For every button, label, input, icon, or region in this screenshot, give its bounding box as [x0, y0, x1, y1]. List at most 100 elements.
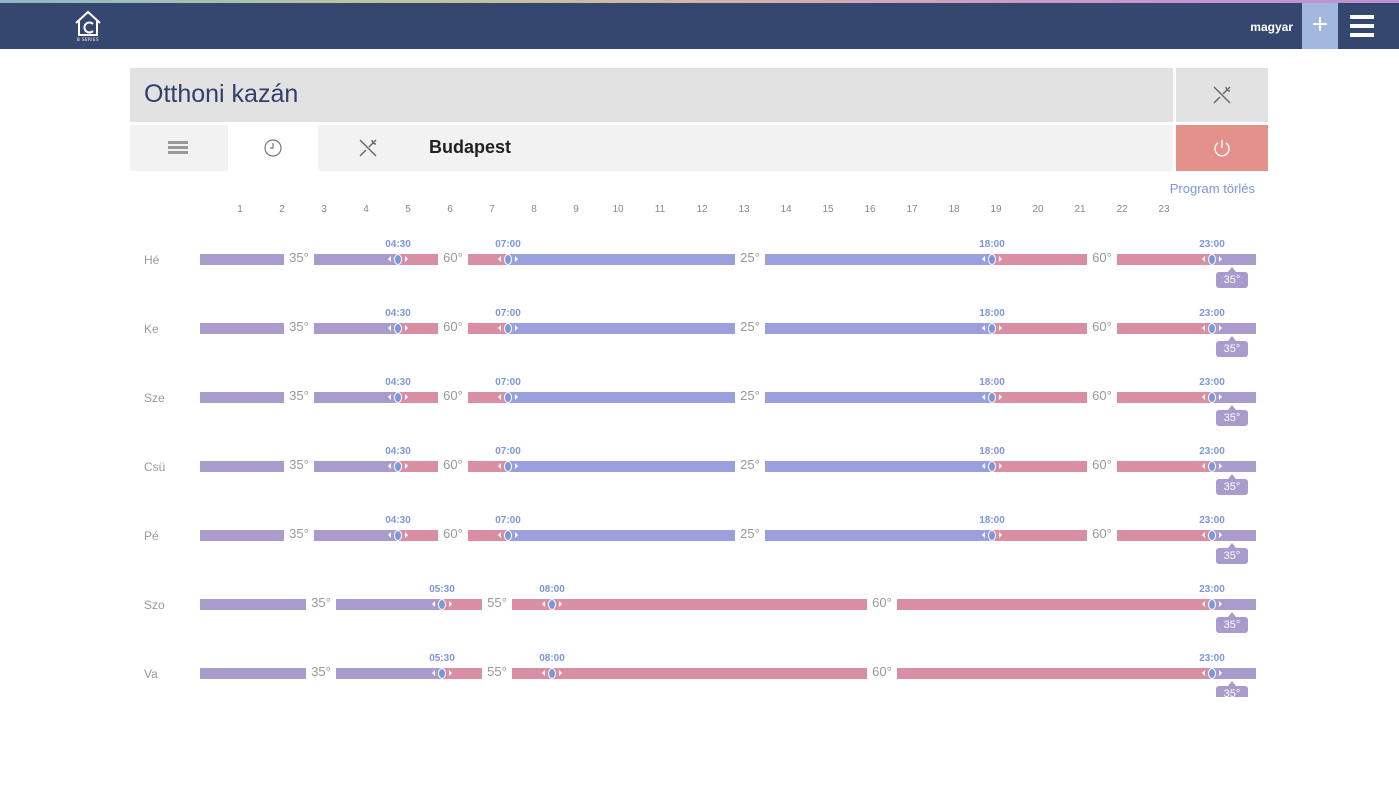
- top-bar: B SERIES magyar +: [0, 3, 1399, 49]
- time-slider-handle[interactable]: [981, 529, 1003, 542]
- handle-dot: [988, 323, 996, 334]
- device-tabs: Budapest: [130, 125, 1173, 171]
- time-slider-handle[interactable]: [981, 391, 1003, 404]
- temperature-badge[interactable]: 35°: [1216, 405, 1248, 426]
- period-temperature[interactable]: 60°: [1087, 457, 1117, 476]
- period-temperature[interactable]: 25°: [735, 250, 765, 269]
- power-button[interactable]: [1176, 125, 1268, 171]
- temperature-badge[interactable]: 35°: [1216, 612, 1248, 633]
- time-slider-handle[interactable]: [1201, 391, 1223, 404]
- time-slider-handle[interactable]: [1201, 667, 1223, 680]
- period-bar[interactable]: [1212, 392, 1256, 403]
- arrow-left-icon: [542, 601, 545, 607]
- time-slider-handle[interactable]: [1201, 598, 1223, 611]
- time-slider-handle[interactable]: [981, 253, 1003, 266]
- period-temperature[interactable]: 25°: [735, 457, 765, 476]
- day-label: Va: [144, 667, 158, 681]
- logo[interactable]: B SERIES: [72, 10, 104, 44]
- time-slider-handle[interactable]: [1201, 460, 1223, 473]
- time-slider-handle[interactable]: [497, 460, 519, 473]
- period-temperature[interactable]: 60°: [1087, 526, 1117, 545]
- arrow-right-icon: [515, 394, 518, 400]
- period-temperature[interactable]: 60°: [438, 457, 468, 476]
- period-bar[interactable]: [1212, 599, 1256, 610]
- clear-program-link[interactable]: Program törlés: [1169, 181, 1255, 196]
- period-temperature[interactable]: 25°: [735, 319, 765, 338]
- handle-dot: [988, 254, 996, 265]
- hour-tick-label: 21: [1074, 204, 1086, 215]
- time-slider-handle[interactable]: [541, 667, 563, 680]
- language-selector[interactable]: magyar: [1250, 20, 1293, 34]
- period-bar[interactable]: [1212, 668, 1256, 679]
- period-temperature[interactable]: 60°: [438, 319, 468, 338]
- time-slider-handle[interactable]: [387, 391, 409, 404]
- period-temperature[interactable]: 60°: [867, 595, 897, 614]
- hour-tick-label: 19: [990, 204, 1002, 215]
- period-temperature[interactable]: 35°: [284, 388, 314, 407]
- time-slider-handle[interactable]: [387, 529, 409, 542]
- time-slider-handle[interactable]: [497, 391, 519, 404]
- time-slider-handle[interactable]: [1201, 529, 1223, 542]
- arrow-left-icon: [542, 670, 545, 676]
- add-device-button[interactable]: +: [1302, 3, 1338, 49]
- transition-time: 23:00: [1199, 515, 1225, 526]
- day-label: Hé: [144, 253, 160, 267]
- period-bar[interactable]: [1212, 254, 1256, 265]
- time-slider-handle[interactable]: [497, 322, 519, 335]
- time-slider-handle[interactable]: [431, 667, 453, 680]
- period-temperature[interactable]: 60°: [1087, 319, 1117, 338]
- period-bar[interactable]: [1212, 530, 1256, 541]
- hamburger-menu-icon[interactable]: [1350, 15, 1374, 39]
- period-temperature[interactable]: 35°: [306, 595, 336, 614]
- time-slider-handle[interactable]: [981, 322, 1003, 335]
- temperature-badge[interactable]: 35°: [1216, 336, 1248, 357]
- period-temperature[interactable]: 60°: [1087, 250, 1117, 269]
- time-slider-handle[interactable]: [387, 322, 409, 335]
- time-slider-handle[interactable]: [387, 253, 409, 266]
- arrow-left-icon: [1202, 670, 1205, 676]
- time-slider-handle[interactable]: [497, 253, 519, 266]
- tab-settings[interactable]: [320, 125, 416, 171]
- transition-time: 07:00: [495, 377, 521, 388]
- clock-icon: [264, 139, 282, 157]
- tab-schedule[interactable]: [228, 125, 318, 171]
- time-slider-handle[interactable]: [387, 460, 409, 473]
- time-slider-handle[interactable]: [541, 598, 563, 611]
- period-temperature[interactable]: 60°: [438, 388, 468, 407]
- temperature-badge[interactable]: 35°: [1216, 681, 1248, 697]
- period-temperature[interactable]: 55°: [482, 664, 512, 683]
- arrow-left-icon: [1202, 256, 1205, 262]
- temperature-badge[interactable]: 35°: [1216, 474, 1248, 495]
- arrow-left-icon: [388, 325, 391, 331]
- arrow-right-icon: [1219, 325, 1222, 331]
- time-slider-handle[interactable]: [497, 529, 519, 542]
- temperature-badge[interactable]: 35°: [1216, 267, 1248, 288]
- time-slider-handle[interactable]: [1201, 322, 1223, 335]
- period-temperature[interactable]: 35°: [284, 526, 314, 545]
- period-bar[interactable]: [1212, 461, 1256, 472]
- temperature-badge[interactable]: 35°: [1216, 543, 1248, 564]
- device-settings-button[interactable]: [1176, 68, 1268, 122]
- transition-time: 07:00: [495, 515, 521, 526]
- period-temperature[interactable]: 60°: [867, 664, 897, 683]
- time-slider-handle[interactable]: [1201, 253, 1223, 266]
- period-temperature[interactable]: 60°: [1087, 388, 1117, 407]
- period-temperature[interactable]: 25°: [735, 526, 765, 545]
- period-temperature[interactable]: 60°: [438, 526, 468, 545]
- period-bar[interactable]: [1212, 323, 1256, 334]
- handle-dot: [504, 461, 512, 472]
- period-temperature[interactable]: 35°: [306, 664, 336, 683]
- period-temperature[interactable]: 35°: [284, 319, 314, 338]
- tab-list[interactable]: [130, 125, 226, 171]
- time-slider-handle[interactable]: [431, 598, 453, 611]
- handle-dot: [1208, 599, 1216, 610]
- period-temperature[interactable]: 60°: [438, 250, 468, 269]
- handle-dot: [394, 530, 402, 541]
- period-temperature[interactable]: 55°: [482, 595, 512, 614]
- time-slider-handle[interactable]: [981, 460, 1003, 473]
- period-temperature[interactable]: 35°: [284, 457, 314, 476]
- period-temperature[interactable]: 25°: [735, 388, 765, 407]
- transition-time: 04:30: [385, 239, 411, 250]
- transition-time: 18:00: [979, 239, 1005, 250]
- period-temperature[interactable]: 35°: [284, 250, 314, 269]
